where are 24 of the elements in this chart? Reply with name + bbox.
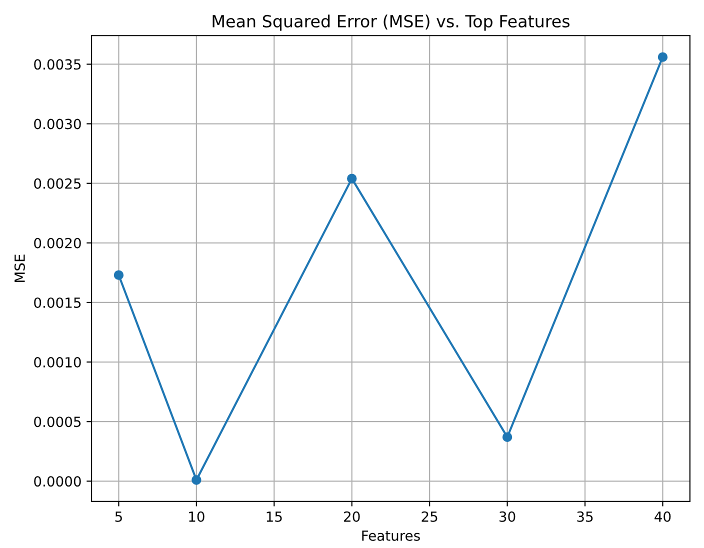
y-tick-label: 0.0020 (34, 238, 81, 248)
y-tick-label: 0.0005 (34, 416, 81, 428)
point (114, 270, 124, 280)
point (658, 52, 668, 62)
point (347, 174, 357, 184)
point (502, 432, 512, 442)
x-tick-label: 15 (266, 512, 282, 522)
x-tick-label: 10 (189, 511, 204, 522)
y-tick-label: 0.0000 (34, 476, 81, 487)
y-tick-label: 0.0010 (34, 357, 81, 368)
x-tick-label: 35 (577, 511, 593, 522)
x-tick-label: 20 (344, 511, 360, 522)
y-tick-label: 0.0030 (34, 118, 81, 130)
point (192, 475, 202, 485)
y-tick-label: 0.0025 (34, 178, 81, 189)
x-tick-label: 5 (115, 512, 122, 522)
y-tick-label: 0.0015 (34, 297, 81, 308)
x-tick-label: 40 (654, 511, 671, 522)
x-tick-label: 25 (422, 511, 438, 522)
y-tick-label: 0.0035 (34, 59, 81, 70)
y-axis-title: MSE (14, 254, 25, 282)
chart-title: Mean Squared Error (MSE) vs. Top Features (212, 14, 570, 31)
x-axis-title: Features (362, 530, 420, 541)
x-tick-label: 30 (500, 511, 516, 522)
